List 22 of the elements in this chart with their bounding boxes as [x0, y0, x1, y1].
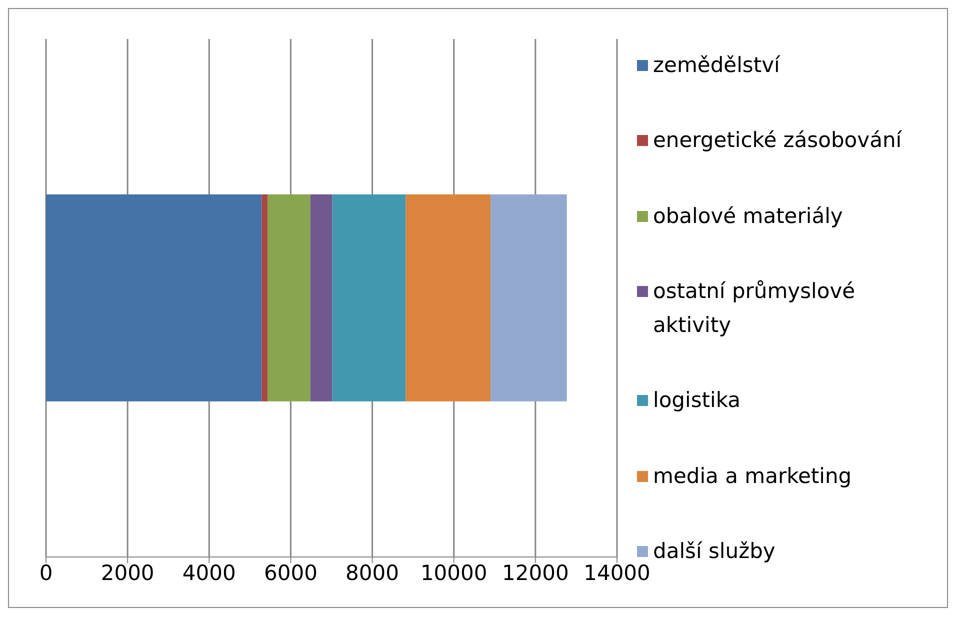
bar: [310, 194, 332, 402]
bar: [490, 194, 567, 402]
legend-label: logistika: [653, 387, 742, 414]
bar: [267, 194, 310, 402]
legend-label: další služby: [653, 538, 776, 565]
x-tick-label: 4000: [182, 560, 236, 585]
x-tick-label: 12000: [502, 560, 569, 585]
x-tick-label: 6000: [264, 560, 318, 585]
bar: [332, 194, 406, 402]
bar: [406, 194, 491, 402]
x-tick-label: 2000: [100, 560, 154, 585]
x-tick-label: 0: [39, 560, 53, 585]
x-tick-label: 8000: [346, 560, 400, 585]
legend-label: energetické zásobování: [653, 127, 903, 154]
legend-label: media a marketing: [653, 462, 853, 490]
legend-label: ostatní průmyslové aktivity: [653, 278, 856, 339]
x-tick-label: 14000: [584, 560, 650, 585]
bar: [262, 194, 268, 402]
bar: [46, 194, 262, 402]
legend-label: obalové materiály: [653, 202, 844, 230]
legend-label: zemědělství: [653, 52, 782, 79]
x-tick-label: 10000: [420, 560, 488, 585]
